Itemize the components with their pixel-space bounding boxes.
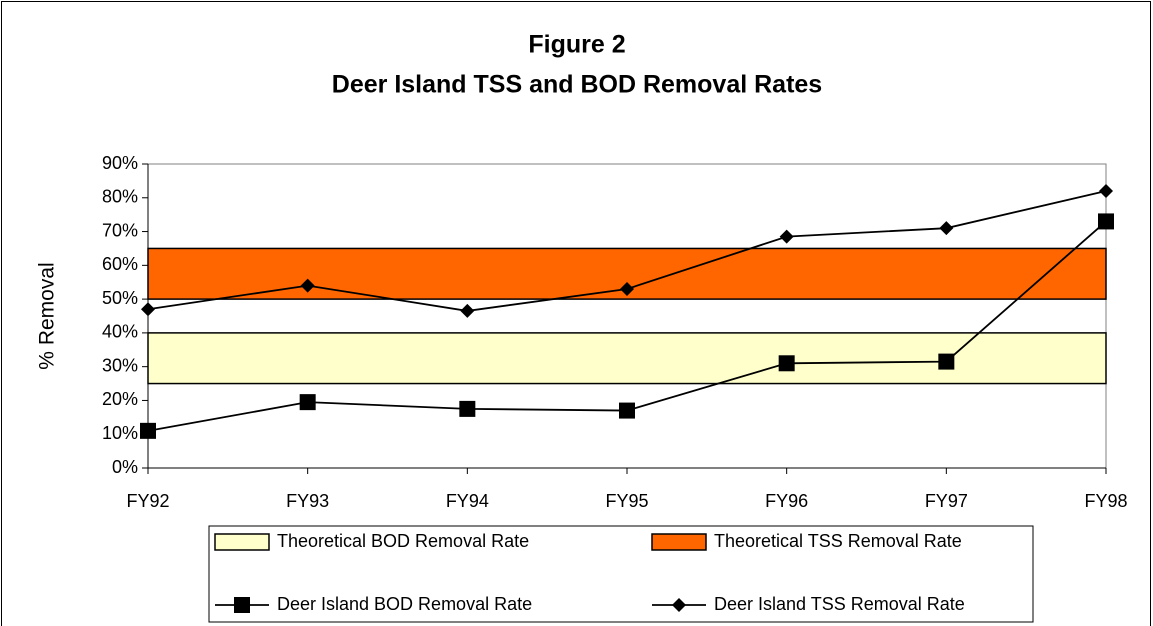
legend [208, 525, 1034, 623]
y-tick-label: 20% [102, 389, 138, 409]
x-tick-label: FY95 [605, 491, 648, 511]
point [141, 302, 155, 317]
y-tick-label: 0% [112, 457, 138, 477]
point [620, 281, 634, 296]
legend-label: Theoretical TSS Removal Rate [714, 531, 962, 551]
legend-marker [234, 597, 250, 613]
point [460, 303, 475, 318]
y-tick-label: 90% [102, 153, 138, 173]
x-tick-label: FY93 [286, 491, 329, 511]
point [140, 422, 156, 439]
legend-swatch [651, 533, 707, 551]
x-tick-label: FY94 [446, 491, 489, 511]
point [778, 355, 795, 372]
y-axis-label: % Removal [36, 262, 59, 369]
legend-label: Theoretical BOD Removal Rate [277, 531, 529, 551]
point [938, 353, 955, 370]
chart-title: Figure 2 [528, 31, 625, 59]
legend-swatch [214, 533, 270, 551]
y-tick-label: 80% [102, 187, 138, 207]
point [300, 278, 315, 293]
legend-label: Deer Island BOD Removal Rate [277, 594, 532, 614]
legend-marker [672, 598, 686, 612]
y-tick-label: 70% [102, 220, 138, 240]
point [459, 400, 476, 417]
x-tick-label: FY98 [1084, 491, 1127, 511]
legend-label: Deer Island TSS Removal Rate [714, 594, 965, 614]
point [1098, 213, 1114, 230]
point [299, 394, 316, 411]
x-tick-label: FY92 [126, 491, 169, 511]
chart-subtitle: Deer Island TSS and BOD Removal Rates [332, 71, 822, 99]
band [147, 332, 1107, 385]
y-tick-label: 40% [102, 322, 138, 342]
y-tick-label: 50% [102, 288, 138, 308]
point [619, 402, 635, 419]
point [779, 229, 794, 244]
point [939, 221, 954, 236]
plot-area [147, 163, 1107, 469]
y-tick-label: 30% [102, 355, 138, 375]
y-tick-label: 10% [102, 423, 138, 443]
x-tick-label: FY97 [925, 491, 968, 511]
point [1099, 184, 1113, 199]
y-tick-label: 60% [102, 254, 138, 274]
x-tick-label: FY96 [765, 491, 808, 511]
